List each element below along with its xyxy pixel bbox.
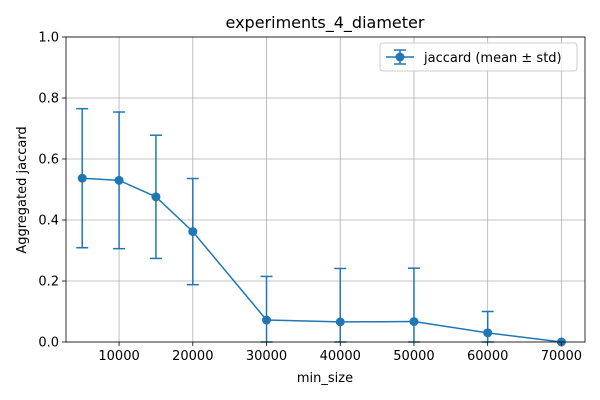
y-tick-label: 0.0 (38, 336, 59, 351)
x-tick-label: 40000 (320, 349, 361, 364)
x-tick-label: 20000 (172, 349, 213, 364)
plot-area (66, 37, 585, 342)
y-tick-label: 0.6 (38, 153, 59, 168)
legend-label: jaccard (mean ± std) (423, 51, 562, 66)
x-tick-label: 50000 (393, 349, 434, 364)
chart-title: experiments_4_diameter (226, 13, 425, 33)
x-tick-label: 30000 (246, 349, 287, 364)
legend: jaccard (mean ± std) (379, 42, 578, 72)
y-axis-title: Aggregated jaccard (15, 126, 30, 253)
data-point (335, 317, 345, 327)
y-tick-label: 1.0 (38, 31, 59, 46)
data-points (77, 173, 566, 347)
y-tick-label: 0.8 (38, 92, 59, 107)
x-ticks: 10000 20000 30000 40000 50000 60000 70000 (98, 342, 582, 364)
y-tick-label: 0.4 (38, 214, 59, 229)
y-tick-label: 0.2 (38, 275, 59, 290)
legend-marker (395, 52, 405, 62)
data-point (114, 175, 124, 185)
x-tick-label: 10000 (98, 349, 139, 364)
legend-marker-icon (386, 49, 414, 65)
data-point (188, 227, 198, 237)
data-point (409, 317, 419, 327)
x-tick-label: 70000 (541, 349, 582, 364)
plot-frame (65, 36, 586, 343)
y-ticks: 0.0 0.2 0.4 0.6 0.8 1.0 (38, 31, 66, 351)
data-point (483, 328, 493, 338)
data-point (262, 315, 272, 325)
legend-box (379, 42, 578, 72)
data-point (151, 192, 161, 202)
x-tick-label: 60000 (467, 349, 508, 364)
x-axis-title: min_size (297, 371, 353, 386)
data-point (77, 173, 87, 183)
